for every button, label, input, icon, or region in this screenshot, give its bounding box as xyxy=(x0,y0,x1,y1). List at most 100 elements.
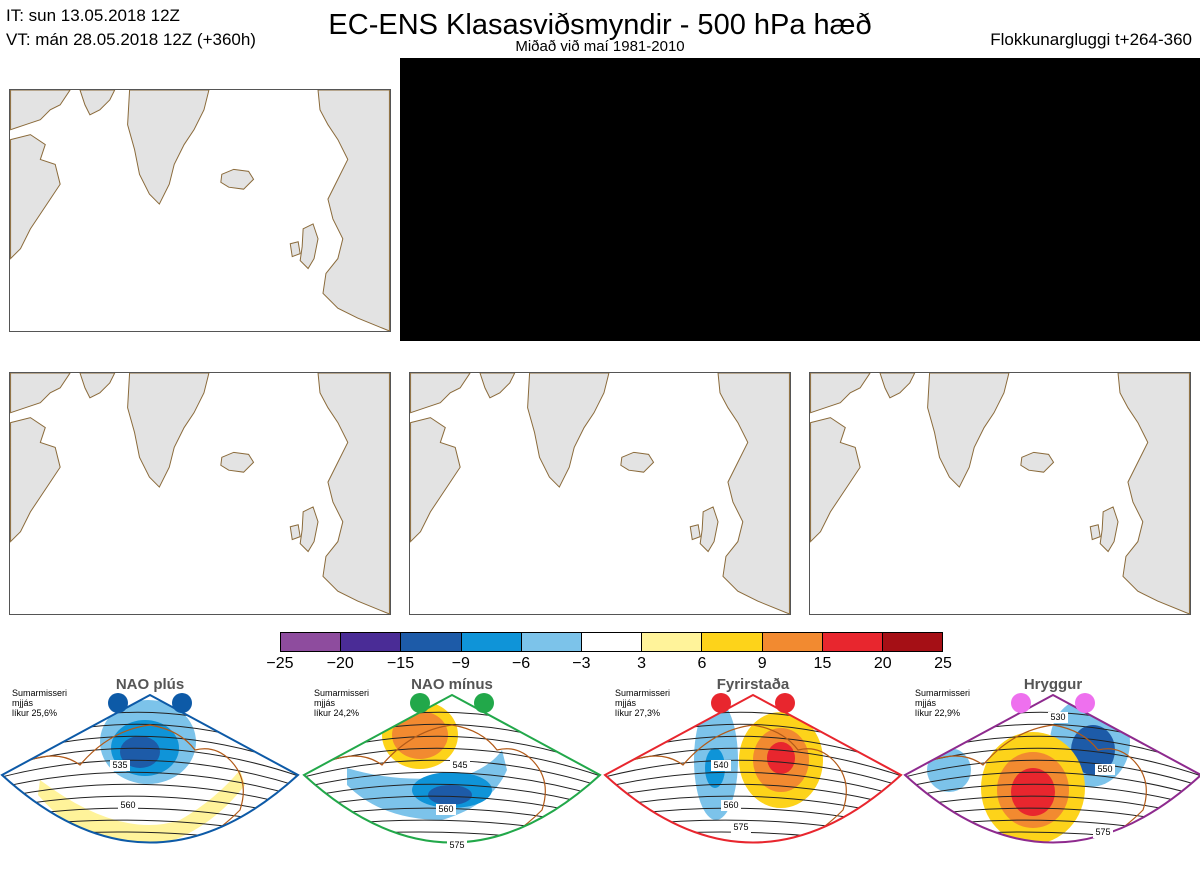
season-info: Sumarmisseri mjjás líkur 22,9% xyxy=(915,688,970,718)
colorbar xyxy=(280,632,943,652)
land-shape xyxy=(10,373,71,414)
land-shape xyxy=(10,417,61,543)
background-map xyxy=(810,373,1190,614)
cluster-panel: 540 560 575 xyxy=(603,690,903,871)
colorbar-tick-label: 6 xyxy=(697,655,707,672)
colorbar-tick-label: −25 xyxy=(266,655,294,672)
cluster-panel: 545 560 575 xyxy=(302,690,602,871)
contour-label-bg xyxy=(1048,712,1068,723)
land-shape xyxy=(79,373,116,399)
land-shape xyxy=(879,373,916,399)
season-text: mjjás xyxy=(615,698,637,708)
background-map xyxy=(10,90,390,331)
land-shape xyxy=(299,506,319,553)
map-panel-2 xyxy=(9,372,391,615)
map-panel-3 xyxy=(409,372,791,615)
cluster-panel: 530 550 575 xyxy=(903,690,1200,871)
contour-label-bg xyxy=(447,840,467,851)
cluster-map: 545 560 575 xyxy=(302,693,602,851)
cluster-marker-dot xyxy=(410,693,430,713)
cluster-marker-dot xyxy=(775,693,795,713)
contour-label: 545 xyxy=(452,760,467,770)
land-shape xyxy=(220,451,255,473)
background-map xyxy=(10,373,390,614)
land-shape xyxy=(717,373,790,614)
valid-time: VT: mán 28.05.2018 12Z (+360h) xyxy=(6,30,256,49)
colorbar-tick-label: 25 xyxy=(934,655,952,672)
height-contour xyxy=(2,771,298,801)
cluster-marker-dot xyxy=(172,693,192,713)
contour-label: 530 xyxy=(1050,712,1065,722)
contour-label-bg xyxy=(1093,827,1113,838)
colorbar-swatch xyxy=(401,633,462,651)
land-shape xyxy=(410,417,461,543)
height-contour xyxy=(605,831,901,843)
cluster-marker-dot xyxy=(1075,693,1095,713)
height-contour xyxy=(605,771,901,801)
land-shape xyxy=(810,417,861,543)
colorbar-swatch xyxy=(461,633,522,651)
cluster-marker-dot xyxy=(108,693,128,713)
contour-label-bg xyxy=(450,760,470,771)
height-contour xyxy=(905,771,1200,801)
land-shape xyxy=(689,524,701,541)
season-text: Sumarmisseri xyxy=(615,688,671,698)
colorbar-swatch xyxy=(642,633,703,651)
colorbar-tick-label: 20 xyxy=(873,655,892,672)
land-shape xyxy=(927,373,1010,488)
anomaly-area xyxy=(1013,852,1045,864)
contour-label: 560 xyxy=(438,804,453,814)
contour-label: 560 xyxy=(120,800,135,810)
contour-label-bg xyxy=(731,822,751,833)
colorbar-tick-label: −9 xyxy=(451,655,470,672)
height-contour xyxy=(905,759,1200,791)
colorbar-swatch xyxy=(822,633,883,651)
cluster-title: NAO plús xyxy=(115,676,185,693)
colorbar-swatch xyxy=(762,633,823,651)
classification-window: Flokkunargluggi t+264-360 xyxy=(990,30,1192,49)
season-text: líkur 27,3% xyxy=(615,708,661,718)
contour-label-bg xyxy=(118,800,138,811)
cluster-marker-dot xyxy=(474,693,494,713)
height-contour xyxy=(304,819,600,841)
season-text: Sumarmisseri xyxy=(915,688,971,698)
cluster-outline xyxy=(603,693,903,844)
chart-subtitle: Miðað við maí 1981-2010 xyxy=(515,38,685,55)
colorbar-tick-label: −15 xyxy=(386,655,415,672)
season-text: líkur 22,9% xyxy=(915,708,961,718)
land-shape xyxy=(317,90,390,331)
season-text: Sumarmisseri xyxy=(12,688,68,698)
contour-label: 575 xyxy=(449,840,464,850)
season-text: líkur 25,6% xyxy=(12,708,58,718)
colorbar-tick-label: −6 xyxy=(511,655,531,672)
land-shape xyxy=(10,134,61,260)
coastline xyxy=(932,724,1147,841)
anomaly-area xyxy=(767,742,795,774)
season-info: Sumarmisseri mjjás líkur 27,3% xyxy=(615,688,670,718)
height-contour xyxy=(605,807,901,831)
cluster-title: NAO mínus xyxy=(411,676,493,693)
cluster-outline xyxy=(903,693,1200,844)
season-text: mjjás xyxy=(915,698,937,708)
colorbar-swatch xyxy=(281,633,342,651)
cluster-outline xyxy=(0,693,300,844)
contour-label-bg xyxy=(1095,764,1115,775)
land-shape xyxy=(699,506,719,553)
land-shape xyxy=(317,373,390,614)
anomaly-area xyxy=(1011,768,1055,816)
cluster-panel: 535 560 xyxy=(0,690,300,871)
season-text: líkur 24,2% xyxy=(314,708,360,718)
map-panel-1 xyxy=(9,89,391,332)
land-shape xyxy=(127,373,210,488)
land-shape xyxy=(289,524,301,541)
anomaly-area xyxy=(428,785,472,805)
season-text: mjjás xyxy=(12,698,34,708)
coastline xyxy=(29,724,244,841)
land-shape xyxy=(1117,373,1190,614)
cluster-map: 535 560 xyxy=(0,693,300,844)
season-text: Sumarmisseri xyxy=(314,688,370,698)
land-shape xyxy=(1089,524,1101,541)
colorbar-tick-label: −20 xyxy=(326,655,354,672)
land-shape xyxy=(620,451,655,473)
colorbar-swatch xyxy=(341,633,402,651)
